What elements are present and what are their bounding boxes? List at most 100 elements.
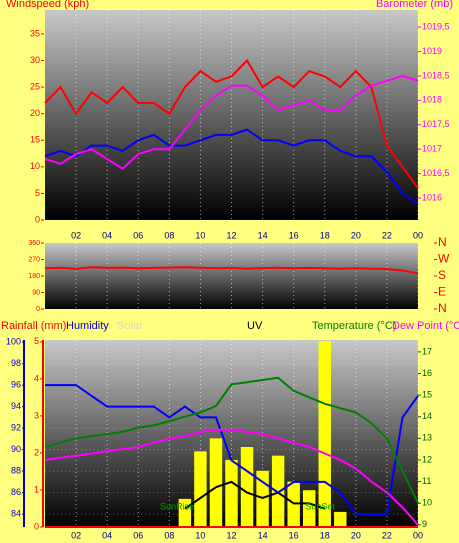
y-tick-label: 84: [11, 508, 21, 518]
y-tick-label: 100: [6, 337, 21, 347]
y3-tick-label: 0: [34, 521, 39, 531]
series-line: [44, 376, 419, 504]
y-tick-label: 10: [30, 161, 40, 171]
y-tick-label: 20: [30, 108, 40, 118]
x-tick-label: 04: [102, 230, 112, 240]
axis-title: Temperature (°C): [312, 320, 396, 332]
y2-tick-label: N: [438, 235, 447, 249]
y-tick-label: 15: [30, 135, 40, 145]
series-line: [44, 266, 419, 275]
y2-tick-label: 13: [422, 433, 432, 443]
solar-bar: [334, 511, 347, 527]
y2-tick-label: 16: [422, 368, 432, 378]
y-tick-label: 360: [28, 240, 40, 247]
y2-tick-label: 1017,5: [422, 119, 450, 129]
y2-tick-label: 1019,5: [422, 21, 450, 31]
y3-tick-label: 2: [34, 447, 39, 457]
series-line: [44, 74, 419, 170]
y-tick-label: 90: [32, 289, 40, 296]
x-tick-label: 20: [351, 230, 361, 240]
y-tick-label: 25: [30, 81, 40, 91]
axis-title: UV: [247, 320, 263, 332]
x-tick-label: 18: [320, 230, 330, 240]
solar-bar: [209, 438, 223, 527]
series-line: [45, 384, 419, 516]
x-tick-label: 12: [226, 530, 236, 540]
y-tick-label: 94: [11, 401, 21, 411]
x-tick-label: 10: [195, 230, 205, 240]
x-tick-label: 16: [289, 530, 299, 540]
y-tick-label: 0: [35, 214, 40, 224]
solar-bar: [271, 455, 285, 527]
x-tick-label: 22: [382, 530, 392, 540]
y2-tick-label: 15: [422, 390, 432, 400]
solar-bar: [302, 490, 316, 527]
y-tick-label: 35: [30, 28, 40, 38]
x-tick-label: 20: [351, 530, 361, 540]
y-tick-label: 98: [11, 358, 21, 368]
y2-tick-label: 1016: [422, 192, 442, 202]
y2-tick-label: N: [438, 301, 447, 315]
y2-tick-label: 1018,5: [422, 70, 450, 80]
x-tick-label: 00: [413, 230, 423, 240]
axis-title: Rainfall (mm): [1, 320, 66, 332]
annotation: SunRise: [160, 501, 194, 511]
x-tick-label: 06: [133, 530, 143, 540]
x-tick-label: 06: [133, 230, 143, 240]
y2-tick-label: S: [438, 268, 446, 282]
x-tick-label: 12: [226, 230, 236, 240]
x-tick-label: 14: [258, 230, 268, 240]
y-tick-label: 180: [28, 273, 40, 280]
series-line: [184, 480, 326, 510]
x-tick-label: 00: [413, 530, 423, 540]
y2-tick-label: 1019: [422, 46, 442, 56]
y2-tick-label: 1016,5: [422, 168, 450, 178]
y-tick-label: 92: [11, 423, 21, 433]
y2-tick-label: 10: [422, 498, 432, 508]
solar-bar: [225, 459, 238, 527]
x-tick-label: 02: [71, 530, 81, 540]
y2-tick-label: 12: [422, 454, 432, 464]
x-tick-label: 08: [164, 230, 174, 240]
y-tick-label: 30: [30, 55, 40, 65]
x-tick-label: 14: [258, 530, 268, 540]
y2-tick-label: W: [438, 252, 450, 266]
y-tick-label: 0: [36, 306, 40, 313]
y2-tick-label: E: [438, 285, 446, 299]
x-tick-label: 16: [289, 230, 299, 240]
y-tick-label: 86: [11, 487, 21, 497]
axis-title: Barometer (mb): [376, 0, 453, 10]
y3-tick-label: 3: [34, 410, 39, 420]
x-tick-label: 02: [71, 230, 81, 240]
y2-tick-label: 14: [422, 411, 432, 421]
series-line: [44, 428, 419, 526]
solar-bar: [318, 341, 331, 527]
y2-tick-label: 1018: [422, 95, 442, 105]
solar-bar: [194, 451, 207, 527]
y2-tick-label: 17: [422, 346, 432, 356]
y-tick-label: 96: [11, 380, 21, 390]
x-tick-label: 10: [195, 530, 205, 540]
y2-tick-label: 11: [422, 476, 431, 486]
x-tick-label: 18: [320, 530, 330, 540]
solar-bar: [240, 447, 254, 527]
series-line: [44, 128, 419, 205]
y3-tick-label: 5: [34, 336, 39, 346]
y2-tick-label: 1017: [422, 144, 442, 154]
axis-title: Windspeed (kph): [6, 0, 89, 10]
axis-title: Dew Point (°C: [392, 320, 459, 332]
y-tick-label: 5: [35, 188, 40, 198]
series-line: [44, 58, 419, 189]
y3-tick-label: 1: [34, 484, 39, 494]
axis-title: Humidity: [66, 320, 109, 332]
x-tick-label: 08: [164, 530, 174, 540]
y-tick-label: 90: [11, 444, 21, 454]
axis-title: Solar: [117, 320, 143, 332]
y2-tick-label: 9: [422, 519, 427, 529]
y-tick-label: 88: [11, 465, 21, 475]
annotation: SunSet: [305, 501, 335, 511]
x-tick-label: 22: [382, 230, 392, 240]
y3-tick-label: 4: [34, 373, 39, 383]
